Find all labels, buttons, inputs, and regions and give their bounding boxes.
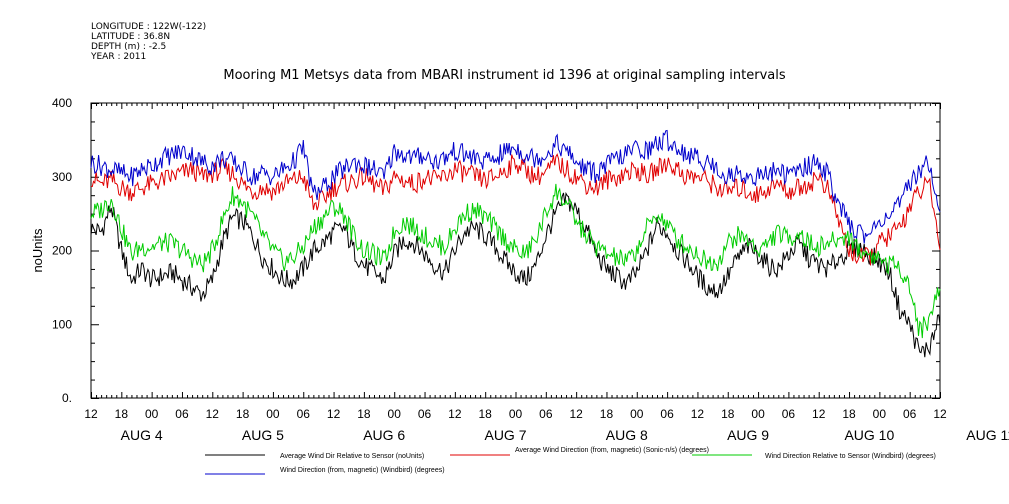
x-tick-label: 00 [388, 407, 402, 421]
legend-label: Wind Direction (from, magnetic) (Windbir… [280, 467, 445, 474]
x-tick-label: 12 [84, 407, 98, 421]
latitude-label: LATITUDE : 36.8N [91, 32, 171, 42]
y-axis-label: noUnits [30, 228, 45, 273]
day-label: AUG 5 [242, 427, 284, 443]
series-line-3 [90, 129, 941, 244]
day-label: AUG 4 [121, 427, 163, 443]
y-tick-label: 100 [52, 317, 72, 331]
x-tick-label: 18 [600, 407, 614, 421]
x-tick-label: 06 [782, 407, 796, 421]
legend-label: Average Wind Dir Relative to Sensor (noU… [280, 453, 424, 460]
x-tick-label: 06 [660, 407, 674, 421]
y-tick-label: 200 [52, 244, 72, 258]
legend-label: Wind Direction Relative to Sensor (Windb… [765, 453, 936, 460]
x-tick-label: 06 [539, 407, 553, 421]
x-tick-label: 00 [266, 407, 280, 421]
x-tick-label: 00 [509, 407, 523, 421]
x-tick-label: 12 [569, 407, 583, 421]
legend-label: Average Wind Direction (from, magnetic) … [515, 447, 709, 454]
x-tick-label: 06 [175, 407, 189, 421]
plot-frame [90, 102, 941, 399]
day-label: AUG 10 [844, 427, 894, 443]
x-tick-label: 12 [206, 407, 220, 421]
header-info: LONGITUDE : 122W(-122) LATITUDE : 36.8N … [91, 22, 206, 62]
x-tick-label: 00 [145, 407, 159, 421]
day-label: AUG 7 [484, 427, 526, 443]
depth-label: DEPTH (m) : -2.5 [91, 42, 167, 52]
y-tick-label: 400 [52, 96, 72, 110]
year-label: YEAR : 2011 [91, 52, 147, 62]
day-label: AUG 9 [727, 427, 769, 443]
x-tick-label: 12 [327, 407, 341, 421]
day-label: AUG 11 [966, 427, 1009, 443]
x-tick-label: 06 [418, 407, 432, 421]
x-tick-label: 06 [297, 407, 311, 421]
y-tick-label: 300 [52, 170, 72, 184]
longitude-label: LONGITUDE : 122W(-122) [91, 22, 207, 32]
x-tick-label: 18 [357, 407, 371, 421]
series-line-1 [91, 153, 941, 266]
x-tick-label: 12 [933, 407, 947, 421]
x-tick-label: 12 [691, 407, 705, 421]
y-tick-label: 0. [62, 391, 72, 405]
series-line-0 [90, 191, 941, 358]
x-tick-label: 12 [812, 407, 826, 421]
day-label: AUG 6 [363, 427, 405, 443]
x-tick-label: 00 [751, 407, 765, 421]
x-tick-label: 18 [842, 407, 856, 421]
day-label: AUG 8 [606, 427, 648, 443]
x-tick-label: 18 [236, 407, 250, 421]
series-line-2 [90, 183, 941, 339]
x-tick-label: 18 [478, 407, 492, 421]
x-tick-label: 18 [115, 407, 129, 421]
chart-title: Mooring M1 Metsys data from MBARI instru… [223, 68, 786, 83]
x-tick-label: 00 [630, 407, 644, 421]
x-tick-label: 00 [873, 407, 887, 421]
x-tick-label: 18 [721, 407, 735, 421]
x-tick-label: 06 [903, 407, 917, 421]
x-tick-label: 12 [448, 407, 462, 421]
